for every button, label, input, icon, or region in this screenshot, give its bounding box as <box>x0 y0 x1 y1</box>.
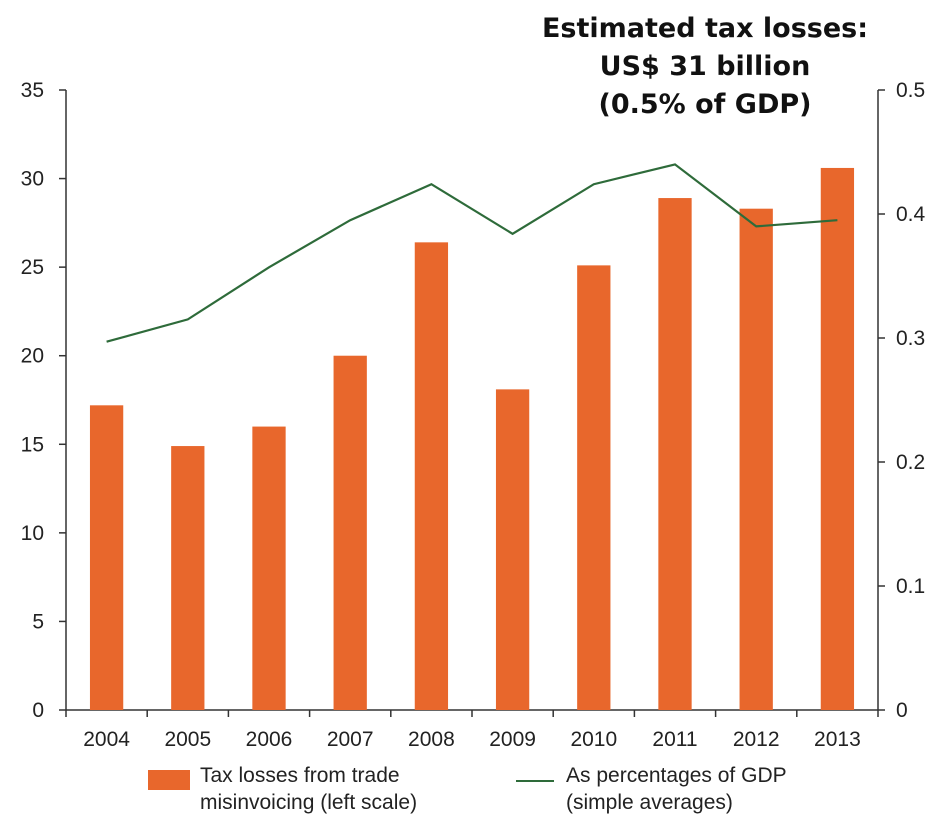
legend-line-label-line-2: (simple averages) <box>566 791 733 814</box>
left-tick-label: 15 <box>21 433 44 456</box>
gdp-share-line <box>106 163 838 343</box>
bar <box>252 426 286 710</box>
x-tick-label: 2006 <box>246 728 293 751</box>
left-tick-label: 35 <box>21 79 44 102</box>
left-tick-label: 10 <box>21 522 44 545</box>
bar <box>171 446 205 710</box>
x-tick-label: 2004 <box>83 728 130 751</box>
annotation-line-1: Estimated tax losses: <box>541 13 869 44</box>
bar <box>739 208 773 710</box>
legend-bar-swatch <box>148 770 190 790</box>
right-tick-label: 0.3 <box>896 327 925 350</box>
bar <box>820 167 855 710</box>
line-series <box>106 163 838 343</box>
legend-line-label: As percentages of GDP (simple averages) <box>566 762 787 816</box>
left-tick-label: 5 <box>32 610 44 633</box>
x-tick-label: 2009 <box>489 728 536 751</box>
left-tick-label: 25 <box>21 256 44 279</box>
legend-bar-label: Tax losses from trade misinvoicing (left… <box>200 762 417 816</box>
legend-bar-label-line-2: misinvoicing (left scale) <box>200 791 418 814</box>
bar <box>577 265 611 710</box>
legend-bar-label-line-1: Tax losses from trade <box>200 764 400 787</box>
right-tick-label: 0.5 <box>896 79 925 102</box>
bar <box>414 242 449 711</box>
right-tick-label: 0.4 <box>896 203 926 226</box>
chart-annotation: Estimated tax losses: US$ 31 billion (0.… <box>520 10 890 124</box>
bar <box>658 198 692 711</box>
bar-series <box>89 167 855 711</box>
bar <box>495 389 530 710</box>
left-tick-label: 0 <box>32 699 44 722</box>
tick-labels: 0 5 10 15 20 25 30 35 0 0.1 0.2 0.3 0.4 0.5 2004 2005 20… <box>21 79 926 751</box>
x-tick-label: 2011 <box>652 728 697 751</box>
left-tick-label: 20 <box>21 345 44 368</box>
combo-chart: 0 5 10 15 20 25 30 35 0 0.1 0.2 0.3 0.4 0.5 2004 2005 20… <box>21 79 926 751</box>
x-tick-label: 2008 <box>408 728 455 751</box>
bar <box>333 355 367 710</box>
legend-line-label-line-1: As percentages of GDP <box>566 764 787 787</box>
right-tick-label: 0.2 <box>896 451 925 474</box>
right-tick-label: 0 <box>896 699 908 722</box>
x-tick-label: 2007 <box>327 728 374 751</box>
legend-line-swatch <box>516 780 554 782</box>
x-tick-label: 2012 <box>733 728 780 751</box>
x-tick-label: 2010 <box>570 728 617 751</box>
x-tick-label: 2013 <box>814 728 861 751</box>
annotation-line-2: US$ 31 billion <box>599 51 811 82</box>
left-tick-label: 30 <box>21 168 44 191</box>
bar <box>89 405 124 710</box>
annotation-line-3: (0.5% of GDP) <box>598 89 812 120</box>
right-tick-label: 0.1 <box>896 575 925 598</box>
x-tick-label: 2005 <box>164 728 211 751</box>
